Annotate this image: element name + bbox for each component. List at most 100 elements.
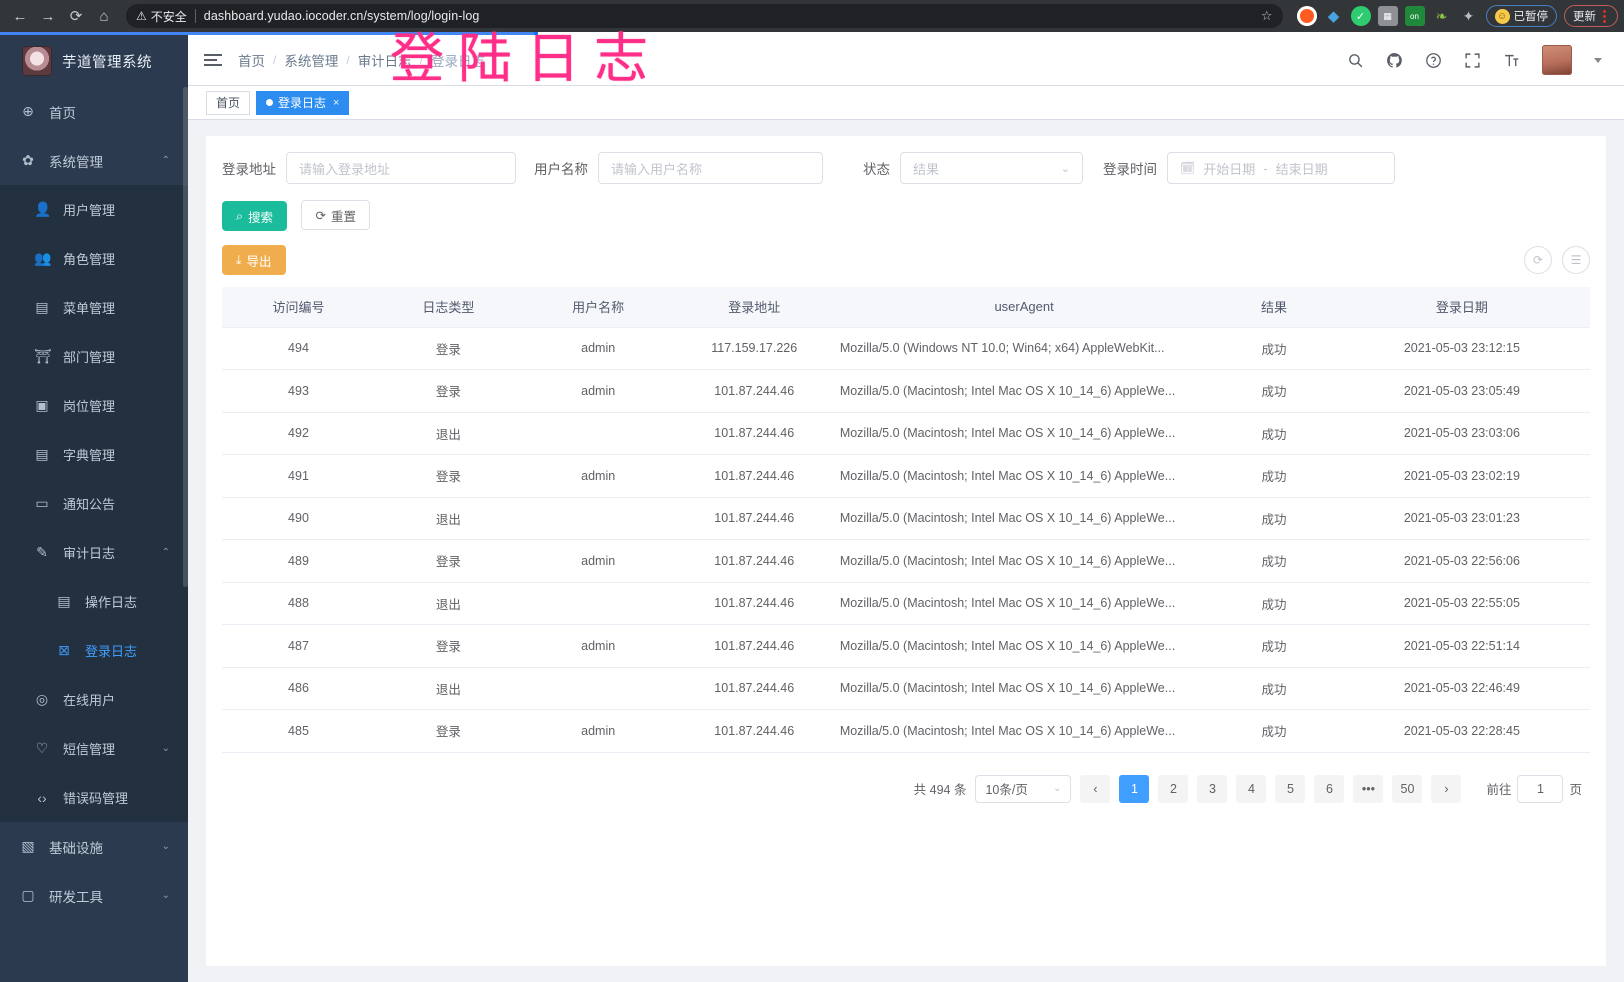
sidebar-item-role-manage[interactable]: 👥 角色管理	[0, 234, 188, 283]
on-toggle-extension-icon[interactable]: on	[1404, 6, 1425, 26]
sidebar-item-home[interactable]: ⊕ 首页	[0, 87, 188, 136]
help-icon[interactable]	[1425, 52, 1442, 69]
pagination-page-button[interactable]: 50	[1392, 774, 1423, 803]
address-bar[interactable]: ⚠ 不安全 dashboard.yudao.iocoder.cn/system/…	[126, 4, 1283, 28]
cell-login-date: 2021-05-03 22:28:45	[1333, 709, 1590, 753]
breadcrumb-item-system[interactable]: 系统管理	[284, 54, 339, 69]
jump-page-input[interactable]: 1	[1517, 774, 1564, 803]
column-settings-icon[interactable]: ☰	[1562, 246, 1590, 274]
table-row[interactable]: 493 登录 admin 101.87.244.46 Mozilla/5.0 (Maci…	[222, 369, 1590, 413]
breadcrumb-separator: /	[273, 53, 277, 67]
table-row[interactable]: 488 退出 101.87.244.46 Mozilla/5.0 (Macintosh…	[222, 582, 1590, 625]
font-size-icon[interactable]	[1503, 52, 1520, 69]
table-row[interactable]: 487 登录 admin 101.87.244.46 Mozilla/5.0 (Maci…	[222, 624, 1590, 668]
sidebar-item-dept-manage[interactable]: ⛩ 部门管理	[0, 332, 188, 381]
refresh-icon[interactable]: ⟳	[1524, 246, 1552, 274]
sidebar-logo[interactable]: 芋道管理系统	[0, 35, 188, 87]
chevron-down-icon[interactable]	[1594, 57, 1602, 63]
tab-home[interactable]: 首页	[206, 90, 251, 115]
sidebar-item-login-log[interactable]: ⊠ 登录日志	[0, 626, 188, 675]
sidebar-scrollbar[interactable]	[183, 87, 188, 587]
sidebar-item-sms-manage[interactable]: ♡ 短信管理 ⌄	[0, 724, 188, 773]
orange-ring-extension-icon[interactable]	[1296, 6, 1317, 26]
login-address-input[interactable]: 请输入登录地址	[286, 152, 516, 184]
pagination-next-button[interactable]: ›	[1431, 774, 1462, 803]
github-icon[interactable]	[1386, 52, 1403, 69]
pagination-page-button[interactable]: 4	[1236, 774, 1267, 803]
table-toolbar: ⤓ 导出 ⟳ ☰	[222, 245, 1590, 275]
table-row[interactable]: 490 退出 101.87.244.46 Mozilla/5.0 (Macintosh…	[222, 497, 1590, 540]
cell-log-type: 退出	[374, 582, 522, 625]
sidebar-item-operation-log[interactable]: ▤ 操作日志	[0, 577, 188, 626]
sidebar-item-menu-manage[interactable]: ▤ 菜单管理	[0, 283, 188, 332]
table-row[interactable]: 486 退出 101.87.244.46 Mozilla/5.0 (Macintosh…	[222, 667, 1590, 710]
home-icon[interactable]: ⌂	[99, 7, 109, 25]
sidebar-item-user-manage[interactable]: 👤 用户管理	[0, 185, 188, 234]
export-button[interactable]: ⤓ 导出	[222, 245, 286, 275]
close-icon[interactable]: ×	[333, 96, 340, 109]
sidebar-toggle-icon[interactable]	[204, 54, 222, 66]
paused-status-pill[interactable]: ☺ 已暂停	[1485, 5, 1557, 27]
login-time-range-picker[interactable]: 🗓 开始日期 - 结束日期	[1167, 152, 1395, 184]
breadcrumb-separator: /	[346, 53, 350, 67]
sidebar-item-dict-manage[interactable]: ▤ 字典管理	[0, 430, 188, 479]
search-icon[interactable]	[1347, 52, 1364, 69]
sidebar-item-online-user[interactable]: ◎ 在线用户	[0, 675, 188, 724]
avatar[interactable]	[1542, 45, 1572, 75]
tab-login-log[interactable]: 登录日志 ×	[256, 90, 350, 115]
pagination-page-button[interactable]: 6	[1314, 774, 1345, 803]
cell-username: admin	[521, 624, 675, 668]
back-icon[interactable]: ←	[12, 7, 28, 25]
bookmark-star-icon[interactable]: ☆	[1260, 8, 1273, 23]
table-row[interactable]: 489 登录 admin 101.87.244.46 Mozilla/5.0 (Maci…	[222, 539, 1590, 583]
breadcrumb-item-audit[interactable]: 审计日志	[357, 54, 412, 69]
not-secure-badge[interactable]: ⚠ 不安全	[136, 8, 187, 25]
cell-username: admin	[521, 539, 675, 583]
sidebar-submenu-audit: ▤ 操作日志 ⊠ 登录日志	[0, 577, 188, 675]
blue-diamond-extension-icon[interactable]: ◆	[1327, 8, 1340, 25]
sidebar-title: 芋道管理系统	[62, 54, 152, 71]
reload-icon[interactable]: ⟳	[69, 8, 83, 25]
sidebar-item-dev-tools[interactable]: ▢ 研发工具 ⌄	[0, 871, 188, 920]
puzzle-extension-icon[interactable]: ✦	[1462, 7, 1475, 24]
cell-id: 486	[222, 667, 375, 710]
table-row[interactable]: 492 退出 101.87.244.46 Mozilla/5.0 (Macintosh…	[222, 412, 1590, 455]
table-row[interactable]: 485 登录 admin 101.87.244.46 Mozilla/5.0 (Maci…	[222, 709, 1590, 753]
pagination-page-button[interactable]: 5	[1275, 774, 1306, 803]
cell-result: 成功	[1214, 624, 1334, 668]
smiley-icon: ☺	[1494, 8, 1510, 24]
reset-button[interactable]: ⟳ 重置	[301, 200, 370, 230]
sidebar-item-audit-log[interactable]: ✎ 审计日志 ⌃	[0, 528, 188, 577]
table-row[interactable]: 491 登录 admin 101.87.244.46 Mozilla/5.0 (Maci…	[222, 454, 1590, 498]
update-button[interactable]: 更新	[1564, 5, 1618, 27]
forward-icon[interactable]: →	[40, 7, 56, 25]
breadcrumb-item-home[interactable]: 首页	[238, 54, 265, 69]
fullscreen-icon[interactable]	[1464, 52, 1481, 69]
megaphone-icon: ▭	[35, 495, 49, 511]
search-button[interactable]: ⌕ 搜索	[222, 201, 288, 231]
page-size-select[interactable]: 10条/页 ⌄	[975, 774, 1072, 803]
pagination-prev-button[interactable]: ‹	[1080, 774, 1111, 803]
sidebar-item-notice[interactable]: ▭ 通知公告	[0, 479, 188, 528]
cell-login-address: 101.87.244.46	[674, 369, 834, 413]
table-row[interactable]: 494 登录 admin 117.159.17.226 Mozilla/5.0 (Win…	[222, 327, 1590, 370]
pagination-page-button[interactable]: 2	[1158, 774, 1189, 803]
username-input[interactable]: 请输入用户名称	[598, 152, 823, 184]
sidebar-item-label: 短信管理	[63, 742, 116, 757]
green-check-extension-icon[interactable]: ✓	[1350, 6, 1371, 26]
sidebar-item-infrastructure[interactable]: ▧ 基础设施 ⌄	[0, 822, 188, 871]
blue-card-extension-icon[interactable]: ▦	[1377, 6, 1398, 26]
sidebar: 芋道管理系统 ⊕ 首页 ✿ 系统管理 ⌃ 👤 用户管理 👥 角色管理	[0, 35, 188, 982]
pagination-page-button[interactable]: 3	[1197, 774, 1228, 803]
sidebar-item-system[interactable]: ✿ 系统管理 ⌃	[0, 136, 188, 185]
cell-log-type: 退出	[374, 497, 522, 540]
status-select[interactable]: 结果 ⌄	[900, 152, 1083, 184]
cell-result: 成功	[1214, 709, 1334, 753]
home-dashboard-icon: ⊕	[22, 103, 34, 119]
leaf-extension-icon[interactable]: ❧	[1435, 7, 1448, 24]
pagination-ellipsis[interactable]: •••	[1353, 774, 1384, 803]
sidebar-item-error-code[interactable]: ‹› 错误码管理	[0, 773, 188, 822]
browser-menu-icon[interactable]	[1600, 9, 1609, 23]
sidebar-item-post-manage[interactable]: ▣ 岗位管理	[0, 381, 188, 430]
pagination-page-button[interactable]: 1	[1119, 774, 1150, 803]
